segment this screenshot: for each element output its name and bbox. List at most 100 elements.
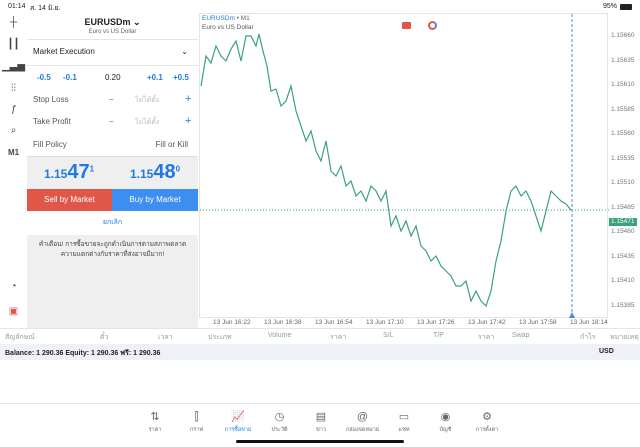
x-tick-label: 13 Jun 16:22 [213, 319, 251, 326]
chart-type-icon[interactable]: ▁▃▅ [1, 61, 26, 72]
balance-bar: Balance: 1 290.36 Equity: 1 290.36 ฟรี: … [0, 344, 640, 360]
y-tick-label: 1.15535 [611, 154, 635, 162]
symbol-selector[interactable]: EURUSDm ⌄ [84, 17, 141, 27]
nav-icon: ▭ [398, 411, 410, 423]
y-tick-label: 1.15410 [611, 277, 635, 284]
objects-icon[interactable]: ⌕ [10, 125, 17, 136]
nav-label: ประวัติ [271, 427, 288, 433]
x-tick-label: 13 Jun 17:42 [468, 319, 506, 326]
column-header[interactable]: T/P [433, 332, 444, 339]
y-tick-label: 1.15610 [611, 81, 635, 88]
home-indicator [236, 440, 404, 443]
volume-input[interactable]: 0.20 [105, 73, 121, 82]
x-axis: 13 Jun 16:22 13 Jun 16:38 13 Jun 16:54 13 J… [199, 318, 608, 328]
price-chart[interactable]: EURUSDm • M1 Euro vs US Dollar [199, 13, 609, 319]
column-header[interactable]: ราคา [478, 334, 495, 341]
column-header[interactable]: S/L [383, 332, 394, 339]
y-tick-label: 1.15385 [611, 301, 635, 309]
nav-label: การซื้อขาย [224, 427, 252, 433]
column-header[interactable]: ประเภท [208, 334, 232, 341]
vol-minus-05[interactable]: -0.5 [37, 73, 51, 82]
nav-tab[interactable]: ⚙ การตั้งค่า [467, 410, 507, 434]
nav-tab[interactable]: ▤ ข่าว [301, 410, 341, 434]
nav-icon: ⫿ [194, 411, 199, 423]
buy-by-market-button[interactable]: Buy by Market [112, 189, 198, 211]
chart-timeframe: • M1 [236, 15, 250, 22]
column-header[interactable]: หมายเหตุ [610, 334, 639, 341]
balance-currency: USD [599, 348, 614, 355]
indicators-icon[interactable]: ⫶⫶ [11, 83, 16, 94]
crosshair-icon[interactable]: ┼ [9, 17, 18, 28]
nav-icon: ◉ [440, 411, 451, 423]
nav-label: ราคา [148, 427, 162, 433]
stop-loss-label: Stop Loss [33, 95, 69, 104]
signals-icon[interactable]: ▣ [8, 306, 19, 317]
trade-table-header: สัญลักษณ์ ตั๋ว เวลา ประเภท Volume ราคา S/L T/P ร… [0, 328, 640, 344]
y-tick-label: 1.15585 [611, 105, 635, 113]
x-tick-label: 13 Jun 16:38 [264, 319, 302, 326]
tp-plus-button[interactable]: + [185, 115, 192, 127]
nav-label: กราฟ [189, 427, 204, 433]
fill-policy-select[interactable]: Fill or Kill [155, 140, 188, 149]
y-tick-label: 1.15485 [611, 203, 635, 211]
nav-tab[interactable]: ⇅ ราคา [135, 410, 175, 434]
nav-tab[interactable]: ◉ บัญชี [426, 410, 466, 434]
nav-icon: ▤ [315, 411, 327, 423]
nav-icon: @ [356, 411, 369, 423]
vol-plus-05[interactable]: +0.5 [173, 73, 189, 82]
nav-tab[interactable]: ⫿ กราฟ [177, 410, 217, 434]
nav-tab[interactable]: 📈 การซื้อขาย [218, 410, 258, 434]
y-tick-label: 1.15460 [611, 228, 635, 235]
sl-plus-button[interactable]: + [185, 93, 192, 105]
timeframe-button[interactable]: M1 [7, 148, 20, 157]
column-header[interactable]: ตั๋ว [100, 334, 109, 341]
vol-plus-01[interactable]: +0.1 [147, 73, 163, 82]
battery-icon [620, 4, 632, 10]
x-tick-label: 13 Jun 17:26 [417, 319, 455, 326]
symbol-desc: Euro vs US Dollar [88, 29, 137, 35]
nav-tab[interactable]: ▭ แชท [384, 410, 424, 434]
chart-symbol: EURUSDm [202, 15, 235, 22]
y-tick-label: 1.15560 [611, 130, 635, 137]
nav-icon: ⚙ [482, 411, 492, 423]
nav-tab[interactable]: @ กล่องจดหมาย [343, 410, 383, 434]
status-bar: 01:14 ส. 14 มิ.ย. 95% [0, 0, 640, 13]
price-line [200, 33, 572, 308]
bid-price: 1.15471 [44, 161, 95, 183]
bottom-nav: ⇅ ราคา ⫿ กราฟ 📈 การซื้อขาย ◷ ประวัติ ▤ ข่าว @ กล่อง… [0, 403, 640, 447]
nav-label: การตั้งค่า [475, 427, 499, 433]
y-tick-label: 1.15435 [611, 252, 635, 260]
tp-minus-button[interactable]: − [109, 117, 114, 126]
cancel-button[interactable]: ยกเลิก [27, 211, 198, 235]
status-time: 01:14 [8, 3, 26, 10]
tp-input[interactable]: ไม่ได้ตั้ง [135, 119, 160, 126]
fill-policy-label: Fill Policy [33, 140, 67, 149]
analytics-icon[interactable]: ◔ [10, 281, 17, 292]
x-tick-label: 13 Jun 17:58 [519, 319, 557, 326]
sl-input[interactable]: ไม่ได้ตั้ง [135, 97, 160, 104]
vol-minus-01[interactable]: -0.1 [63, 73, 77, 82]
execution-select[interactable]: Market Execution ⌄ [33, 47, 188, 56]
trade-levels-icon[interactable] [428, 21, 437, 30]
sell-by-market-button[interactable]: Sell by Market [27, 189, 112, 211]
column-header[interactable]: กำไร [580, 334, 596, 341]
nav-label: ข่าว [316, 427, 326, 433]
column-header[interactable]: Volume [268, 332, 292, 339]
x-tick-label: 13 Jun 17:10 [366, 319, 404, 326]
column-header[interactable]: ราคา [330, 334, 347, 341]
y-axis: 1.15660 1.15635 1.15610 1.15585 1.15560 1.155… [608, 13, 640, 328]
take-profit-label: Take Profit [33, 117, 71, 126]
one-click-icon[interactable] [402, 22, 411, 29]
column-header[interactable]: เวลา [158, 334, 173, 341]
function-icon[interactable]: ƒ [10, 104, 17, 115]
nav-tab[interactable]: ◷ ประวัติ [260, 410, 300, 434]
column-header[interactable]: Swap [512, 332, 530, 339]
sl-minus-button[interactable]: − [109, 95, 114, 104]
order-panel: EURUSDm ⌄ Euro vs US Dollar Market Execu… [27, 13, 198, 328]
column-header[interactable]: สัญลักษณ์ [5, 334, 35, 341]
candles-icon[interactable]: ┃┃ [7, 39, 20, 50]
nav-icon: ⇅ [150, 411, 160, 423]
ask-price: 1.15480 [130, 161, 181, 183]
current-price-label: 1.15471 [609, 218, 637, 226]
warning-text: คำเตือน! การซื้อขายจะถูกดำเนินการตามสภาพ… [38, 241, 187, 258]
